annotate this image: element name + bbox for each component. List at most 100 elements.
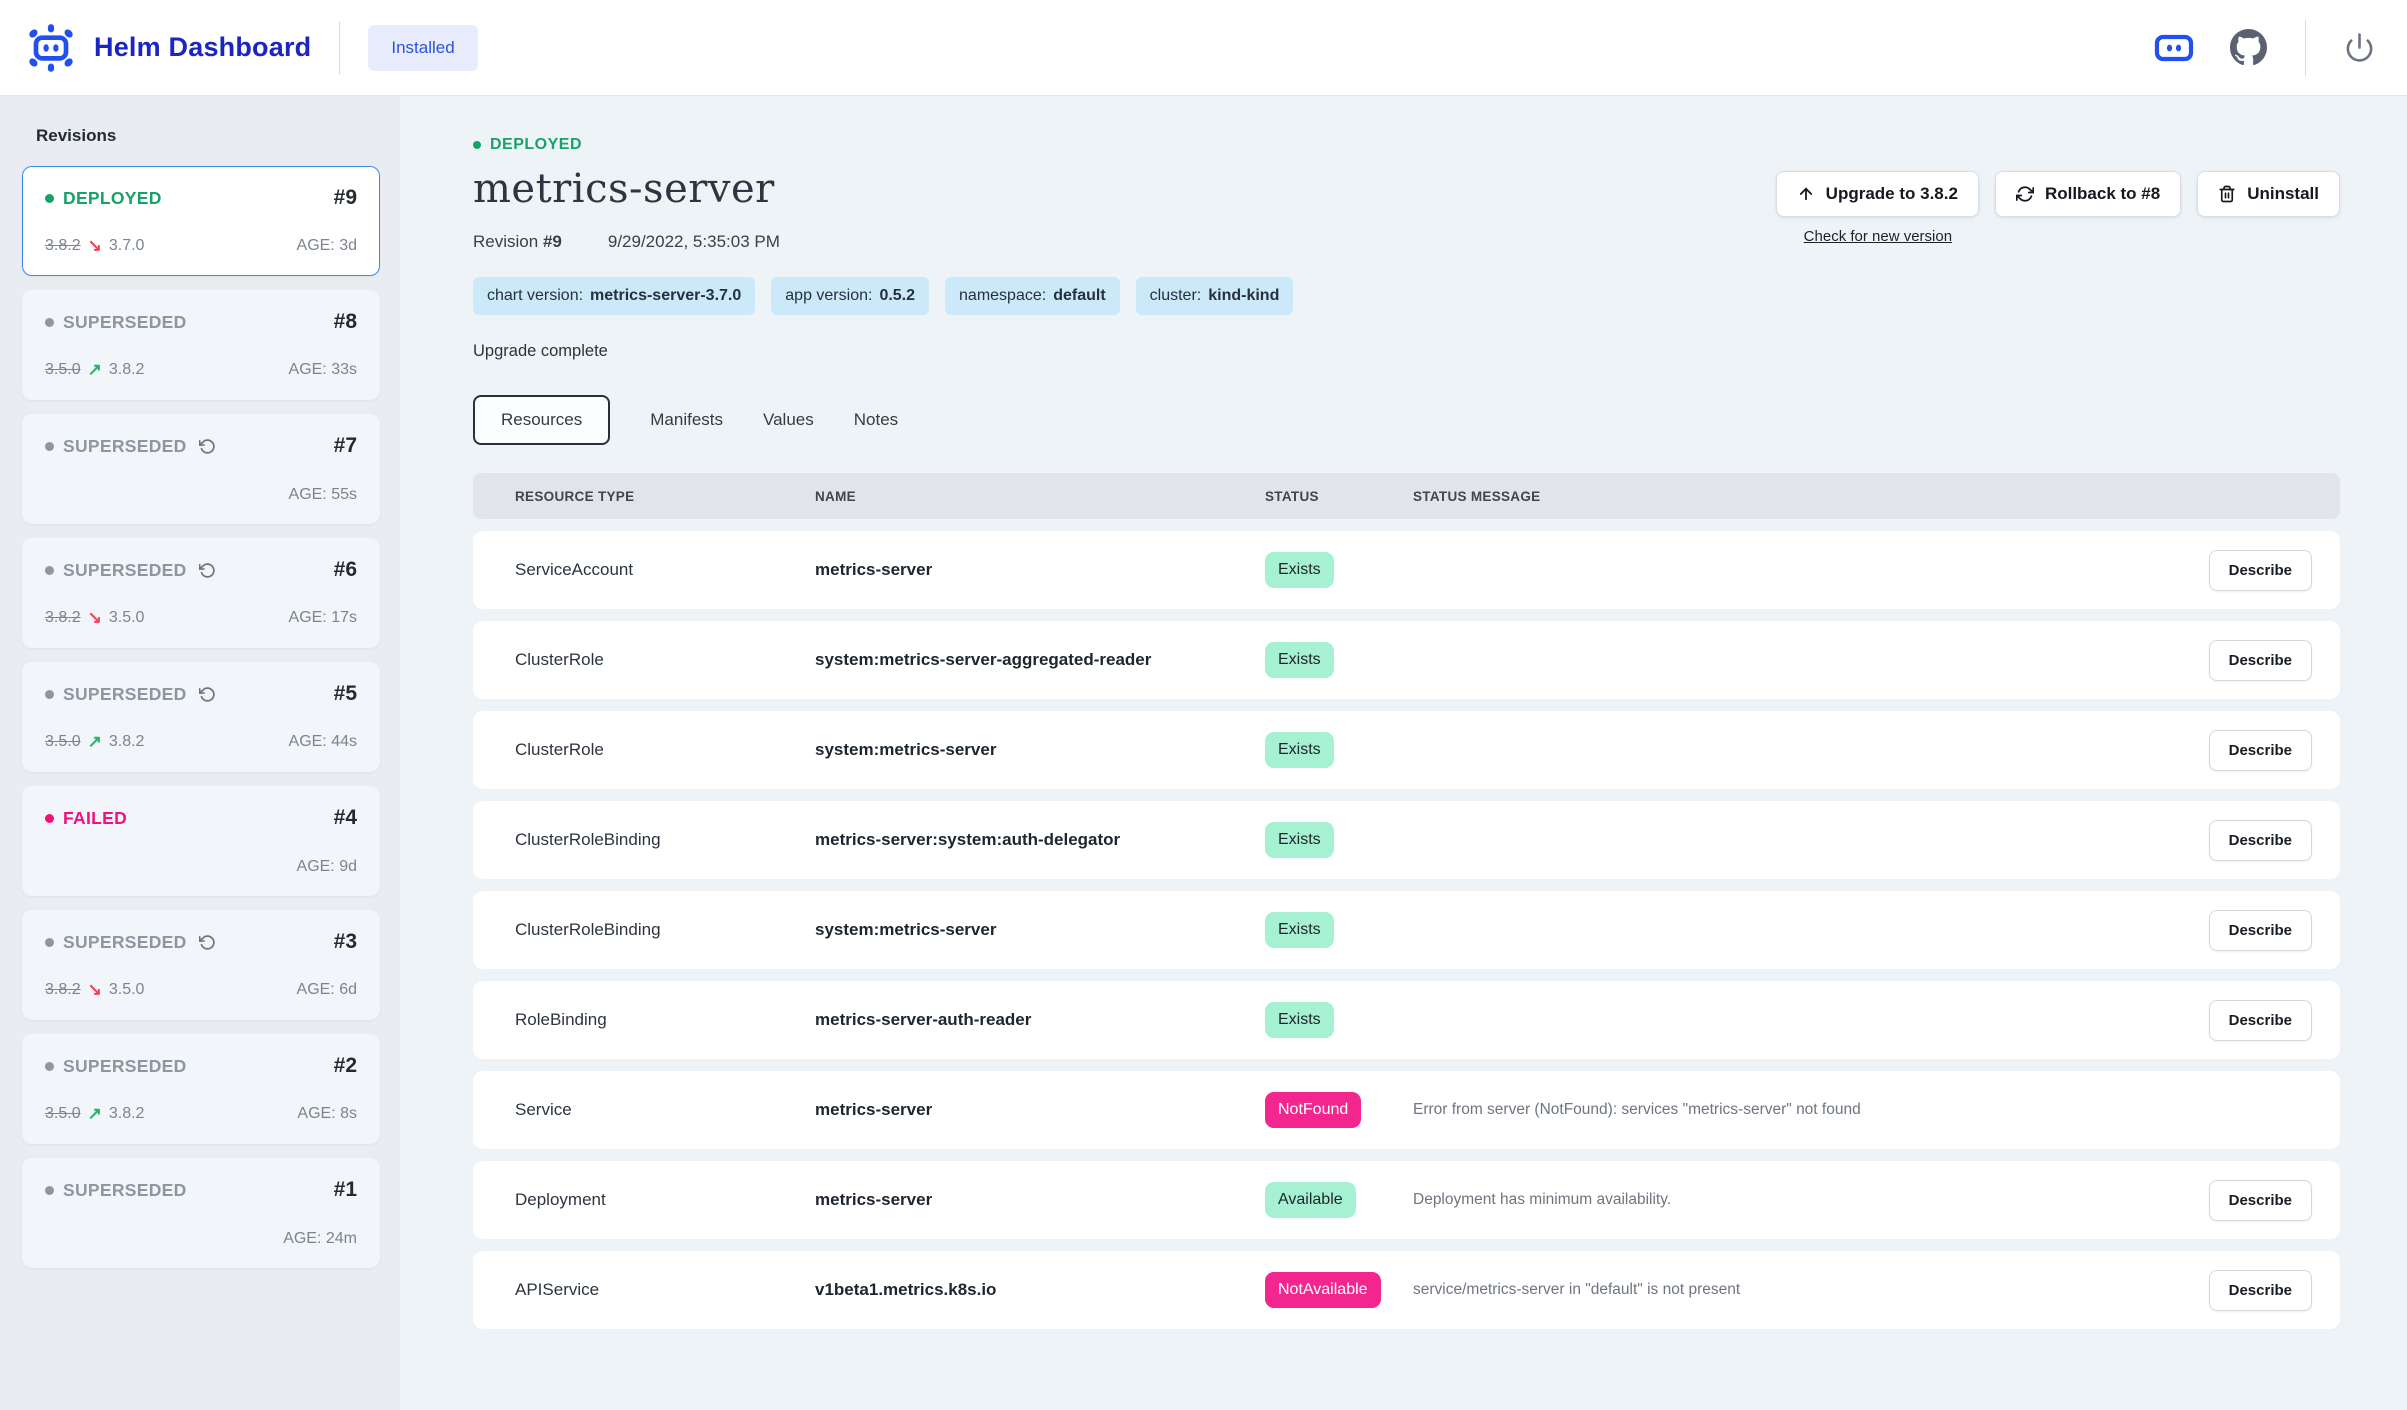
old-version: 3.5.0 [45, 1105, 81, 1122]
resource-name: system:metrics-server [815, 740, 997, 759]
describe-button[interactable]: Describe [2208, 729, 2312, 771]
revision-age: AGE: 55s [288, 486, 357, 503]
revision-age: AGE: 44s [288, 733, 357, 750]
badge-value: 0.5.2 [879, 287, 916, 304]
describe-button[interactable]: Describe [2208, 549, 2312, 591]
tab-manifests[interactable]: Manifests [650, 410, 724, 429]
nav-installed-tab[interactable]: Installed [368, 24, 478, 71]
status-dot [45, 1061, 54, 1071]
status-badge: Exists [1265, 1002, 1334, 1038]
status-dot [473, 141, 481, 149]
revision-age: AGE: 3d [296, 237, 357, 254]
header-divider [339, 20, 341, 75]
github-icon[interactable] [2230, 29, 2267, 66]
revision-card-2[interactable]: SUPERSEDED #2 3.5.0 ↗ 3.8.2 AGE: 8s [22, 1034, 380, 1144]
version-change: 3.5.0 ↗ 3.8.2 [45, 732, 144, 752]
release-detail: Upgrade to 3.8.2 Rollback to #8 Uninstal… [400, 96, 2407, 1410]
resource-type: ServiceAccount [515, 560, 634, 579]
release-status: DEPLOYED [473, 136, 2340, 154]
resource-type: Deployment [515, 1190, 606, 1209]
describe-button[interactable]: Describe [2208, 909, 2312, 951]
upgrade-arrow-icon: ↗ [87, 1104, 102, 1123]
uninstall-button[interactable]: Uninstall [2197, 171, 2340, 217]
old-version: 3.5.0 [45, 733, 81, 750]
check-new-version-link[interactable]: Check for new version [1803, 228, 1953, 245]
rollback-icon [198, 686, 216, 703]
revision-age: AGE: 9d [296, 858, 357, 875]
revision-label: Revision #9 [473, 232, 562, 252]
describe-button[interactable]: Describe [2208, 999, 2312, 1041]
describe-button[interactable]: Describe [2208, 1179, 2312, 1221]
revision-status: DEPLOYED [63, 187, 162, 208]
revision-age: AGE: 17s [288, 609, 357, 626]
revision-card-7[interactable]: SUPERSEDED #7 AGE: 55s [22, 414, 380, 524]
tab-resources[interactable]: Resources [473, 395, 611, 445]
col-status-message: STATUS MESSAGE [1413, 488, 1541, 504]
revision-card-9[interactable]: DEPLOYED #9 3.8.2 ↘ 3.7.0 AGE: 3d [22, 166, 380, 276]
revisions-sidebar: Revisions DEPLOYED #9 3.8.2 ↘ 3.7.0 AGE: 3… [0, 96, 400, 1410]
version-change: 3.5.0 ↗ 3.8.2 [45, 360, 144, 380]
describe-button[interactable]: Describe [2208, 639, 2312, 681]
resource-name: metrics-server [815, 560, 933, 579]
resource-name: system:metrics-server [815, 920, 997, 939]
version-change: 3.5.0 ↗ 3.8.2 [45, 1104, 144, 1124]
badge-value: metrics-server-3.7.0 [590, 287, 742, 304]
status-message: Deployment has minimum availability. [1413, 1191, 1672, 1208]
namespace-badge: namespace: default [945, 277, 1120, 315]
tab-notes[interactable]: Notes [853, 410, 899, 429]
revision-card-3[interactable]: SUPERSEDED #3 3.8.2 ↘ 3.5.0 AGE: 6d [22, 910, 380, 1020]
resource-type: ClusterRole [515, 650, 604, 669]
revision-card-5[interactable]: SUPERSEDED #5 3.5.0 ↗ 3.8.2 AGE: 44s [22, 662, 380, 772]
resource-name: v1beta1.metrics.k8s.io [815, 1280, 997, 1299]
status-dot [45, 193, 54, 203]
resource-name: metrics-server-auth-reader [815, 1010, 1032, 1029]
status-dot [45, 689, 54, 699]
status-badge: Exists [1265, 552, 1334, 588]
upgrade-button[interactable]: Upgrade to 3.8.2 [1775, 171, 1979, 217]
new-version: 3.5.0 [108, 609, 145, 626]
rollback-button[interactable]: Rollback to #8 [1994, 171, 2182, 217]
revision-number: #4 [333, 806, 357, 829]
release-date: 9/29/2022, 5:35:03 PM [607, 232, 780, 251]
rollback-icon [198, 562, 216, 579]
revision-number: #7 [333, 434, 357, 457]
resource-name: metrics-server [815, 1190, 933, 1209]
status-dot [45, 937, 54, 947]
badge-label: namespace: [959, 287, 1047, 304]
tab-values[interactable]: Values [763, 410, 814, 429]
rollback-icon [198, 438, 216, 455]
uninstall-button-label: Uninstall [2247, 184, 2319, 203]
badge-label: chart version: [487, 287, 584, 304]
revision-card-8[interactable]: SUPERSEDED #8 3.5.0 ↗ 3.8.2 AGE: 33s [22, 290, 380, 400]
revision-age: AGE: 8s [297, 1105, 357, 1122]
revision-card-1[interactable]: SUPERSEDED #1 AGE: 24m [22, 1158, 380, 1268]
upgrade-arrow-icon: ↗ [87, 360, 102, 379]
revision-card-6[interactable]: SUPERSEDED #6 3.8.2 ↘ 3.5.0 AGE: 17s [22, 538, 380, 648]
table-row: ClusterRoleBinding system:metrics-server… [473, 891, 2340, 969]
power-icon[interactable] [2344, 32, 2375, 63]
upgrade-arrow-icon: ↗ [87, 732, 102, 751]
status-badge: Exists [1265, 642, 1334, 678]
app-title: Helm Dashboard [94, 32, 312, 62]
robot-logo-icon [22, 19, 80, 77]
status-badge: Exists [1265, 822, 1334, 858]
revision-number: #8 [333, 310, 357, 333]
revision-number: #6 [333, 558, 357, 581]
table-row: APIService v1beta1.metrics.k8s.io NotAva… [473, 1251, 2340, 1329]
describe-button[interactable]: Describe [2208, 1269, 2312, 1311]
revision-age: AGE: 33s [288, 361, 357, 378]
revision-card-4[interactable]: FAILED #4 AGE: 9d [22, 786, 380, 896]
status-dot [45, 813, 54, 823]
rollback-button-label: Rollback to #8 [2044, 184, 2161, 203]
revision-age: AGE: 6d [296, 981, 357, 998]
new-version: 3.7.0 [108, 237, 145, 254]
old-version: 3.5.0 [45, 361, 81, 378]
app-version-badge: app version: 0.5.2 [771, 277, 930, 315]
describe-button[interactable]: Describe [2208, 819, 2312, 861]
robot-icon[interactable] [2154, 33, 2194, 63]
header-divider [2305, 19, 2306, 76]
badge-value: default [1053, 287, 1106, 304]
new-version: 3.8.2 [108, 733, 145, 750]
trash-icon [2218, 185, 2236, 203]
new-version: 3.8.2 [108, 1105, 145, 1122]
